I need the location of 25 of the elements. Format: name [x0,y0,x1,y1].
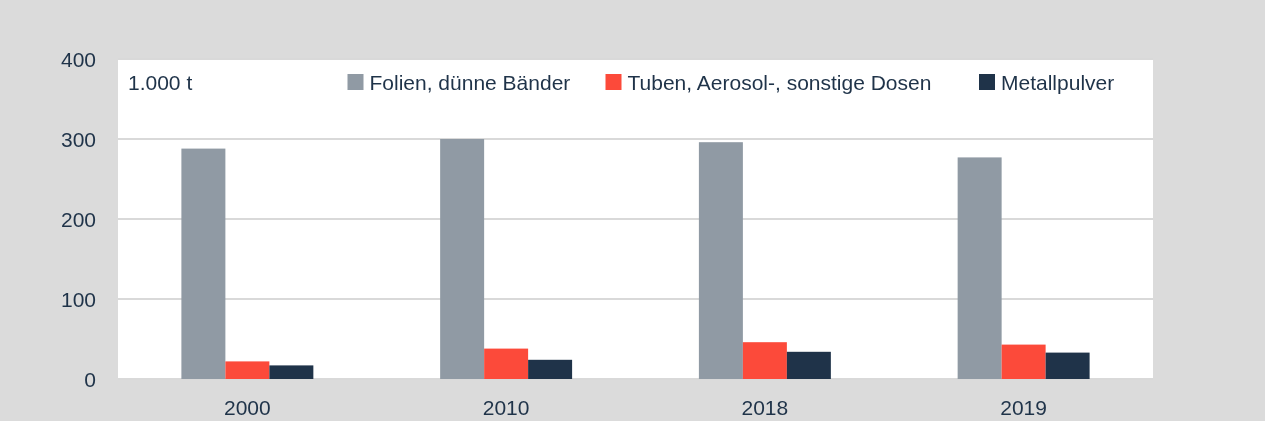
bar [1045,352,1090,379]
y-tick-label: 300 [60,127,96,151]
y-tick-label: 0 [84,367,96,391]
y-tick-label: 200 [60,207,96,231]
legend-label: Folien, dünne Bänder [369,70,571,94]
x-tick-label: 2010 [482,395,530,419]
bar [484,348,529,379]
x-tick-label: 2019 [1000,395,1047,419]
bar [742,342,787,379]
annotation: 1.000 t [128,70,193,94]
bar [440,139,485,379]
legend-label: Metallpulver [1001,70,1115,94]
bar [1001,344,1046,379]
x-tick-label: 2000 [224,395,271,419]
y-tick-label: 400 [60,47,96,71]
bar [698,142,743,379]
y-tick-label: 100 [60,287,96,311]
bar [957,157,1002,379]
bar [786,351,831,379]
bar [225,361,270,379]
bar [528,359,573,379]
bar [269,365,314,379]
bar [181,148,226,379]
x-tick-label: 2018 [741,395,789,419]
legend-label: Tuben, Aerosol-, sonstige Dosen [627,70,932,94]
